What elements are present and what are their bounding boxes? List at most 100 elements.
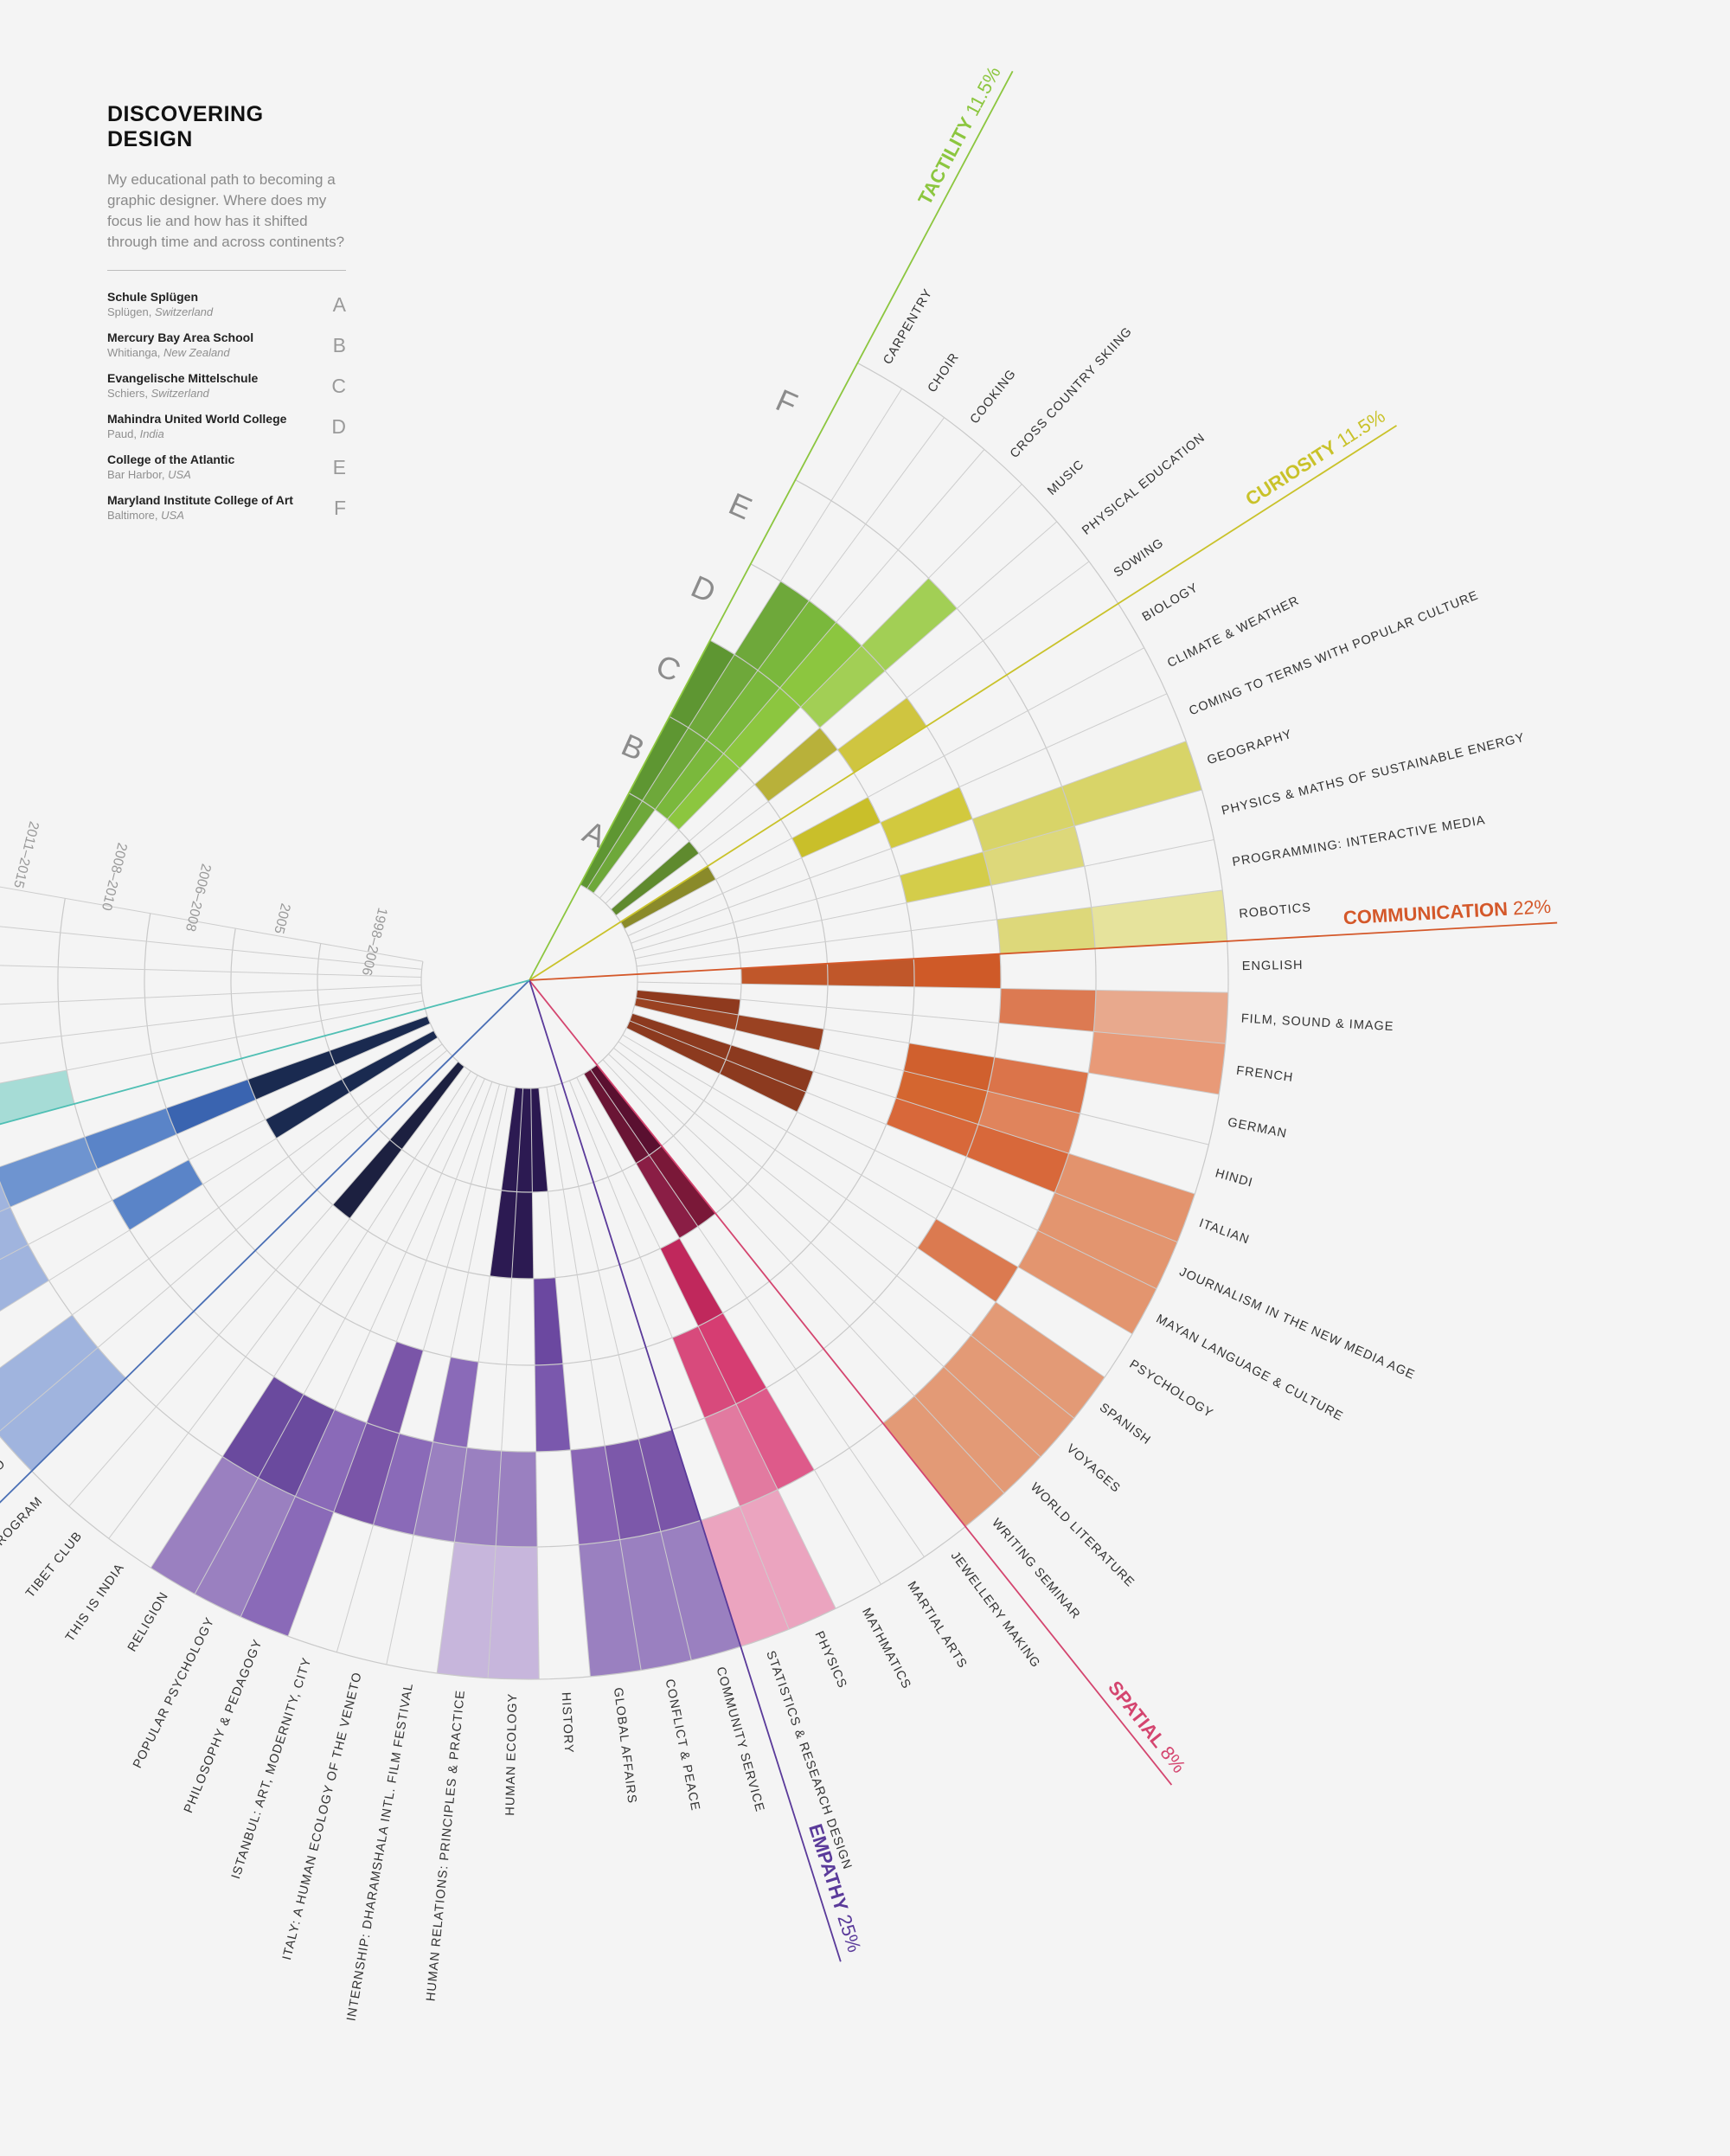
- category-label: SPATIAL 8%: [1104, 1677, 1190, 1777]
- grid-spoke: [487, 1088, 524, 1678]
- school-place: Paud, India: [107, 427, 346, 440]
- cell: [626, 1020, 806, 1113]
- cell: [265, 1030, 438, 1139]
- legend-divider: [107, 270, 346, 271]
- school-letter: B: [332, 334, 346, 356]
- grid-spoke: [0, 1049, 448, 1432]
- cell: [634, 998, 824, 1051]
- cell: [698, 1312, 767, 1404]
- subject-label: HUMAN RELATIONS: PRINCIPLES & PRACTICE: [424, 1689, 468, 2001]
- grid-spoke: [576, 1077, 836, 1609]
- grid-spoke: [68, 1061, 459, 1507]
- subject-label: PHYSICAL EDUCATION: [1080, 431, 1208, 538]
- grid-spoke: [633, 789, 1202, 952]
- subject-label: HISTORY: [559, 1692, 576, 1755]
- ring-period: 2006–2008: [183, 863, 214, 934]
- subject-label: GLOBAL AFFAIRS: [611, 1687, 639, 1805]
- grid-spoke: [636, 889, 1223, 967]
- subject-label: COMMUNITY SERVICE: [713, 1665, 766, 1814]
- cell: [971, 1301, 1105, 1419]
- school-item: Mahindra United World College Paud, Indi…: [107, 412, 346, 452]
- grid-arc: [420, 884, 638, 1089]
- cell: [413, 1441, 467, 1543]
- grid-spoke: [194, 1075, 478, 1595]
- school-place: Schiers, Switzerland: [107, 387, 346, 400]
- subject-label: SOWING: [1112, 536, 1167, 581]
- grid-spoke: [0, 965, 422, 979]
- subject-label: ITALIAN: [1197, 1216, 1252, 1248]
- cell: [800, 578, 958, 728]
- school-item: Maryland Institute College of Art Baltim…: [107, 493, 346, 534]
- cell: [195, 1478, 296, 1617]
- subject-label: FRENCH: [1235, 1064, 1294, 1085]
- cell: [672, 1325, 736, 1419]
- grid-spoke: [634, 1004, 1209, 1145]
- subject-label: CARPENTRY: [881, 286, 935, 367]
- grid-spoke: [0, 1000, 424, 1084]
- intro-text: My educational path to becoming a graphi…: [107, 171, 345, 250]
- grid-spoke: [150, 1070, 471, 1569]
- school-name: College of the Atlantic: [107, 452, 235, 466]
- cell: [490, 1087, 523, 1279]
- school-country: USA: [168, 468, 191, 481]
- grid-spoke: [554, 1085, 692, 1661]
- subject-label: HUMAN ECOLOGY: [503, 1693, 520, 1816]
- cell: [579, 1539, 642, 1677]
- grid-spoke: [625, 1027, 1157, 1290]
- category-name: COMMUNICATION: [1342, 897, 1513, 928]
- school-city: Schiers,: [107, 387, 151, 400]
- grid-spoke: [627, 693, 1168, 937]
- grid-spoke: [590, 1068, 925, 1557]
- cell: [735, 1388, 815, 1490]
- school-city: Splügen,: [107, 305, 155, 318]
- cell: [837, 697, 927, 773]
- category-divider: [529, 921, 1558, 981]
- school-item: College of the Atlantic Bar Harbor, USA …: [107, 452, 346, 493]
- category-label: CURIOSITY 11.5%: [1241, 405, 1388, 510]
- cell: [0, 1314, 99, 1431]
- category-divider: [529, 425, 1398, 981]
- grid-spoke: [618, 1041, 1105, 1378]
- school-place: Splügen, Switzerland: [107, 305, 346, 318]
- cell: [944, 1335, 1074, 1458]
- grid-spoke: [631, 741, 1187, 944]
- school-letter: F: [333, 497, 346, 519]
- grid-spoke: [586, 388, 902, 889]
- subject-label: COMING TO TERMS WITH POPULAR CULTURE: [1187, 588, 1480, 718]
- subject-label: PROGRAMMING: INTERACTIVE MEDIA: [1231, 813, 1486, 869]
- category-percent: 11.5%: [1333, 405, 1389, 452]
- cell: [0, 1207, 29, 1260]
- cell: [701, 1506, 790, 1647]
- cell: [112, 1159, 203, 1230]
- grid-spoke: [0, 1036, 439, 1312]
- cell: [373, 1433, 433, 1536]
- ring-period: 1998–2006: [359, 906, 390, 977]
- cell: [667, 622, 862, 831]
- cell: [655, 600, 836, 819]
- grid-spoke: [0, 1016, 428, 1168]
- cell: [649, 1145, 716, 1227]
- subject-label: RELIGION: [125, 1589, 171, 1654]
- school-name: Maryland Institute College of Art: [107, 493, 293, 507]
- cell: [620, 866, 716, 929]
- cell: [570, 1445, 620, 1545]
- school-letter: E: [332, 456, 346, 478]
- grid-spoke: [0, 1023, 431, 1212]
- cell: [660, 1520, 741, 1661]
- school-letter: C: [331, 375, 346, 397]
- subject-label: TIBET CLUB: [23, 1529, 85, 1601]
- category-percent: 11.5%: [961, 63, 1005, 119]
- cell: [333, 1341, 424, 1525]
- school-place: Baltimore, USA: [107, 509, 346, 522]
- grid-spoke: [0, 926, 422, 970]
- school-country: New Zealand: [163, 346, 230, 359]
- grid-spoke: [637, 989, 1226, 1044]
- school-place: Whitianga, New Zealand: [107, 346, 346, 359]
- school-letter: A: [332, 293, 346, 316]
- subject-label: THIS IS INDIA: [63, 1561, 127, 1644]
- cell: [590, 1064, 662, 1156]
- school-item: Mercury Bay Area School Whitianga, New Z…: [107, 330, 346, 371]
- cell: [917, 1218, 1018, 1302]
- category-divider: [529, 979, 1173, 1786]
- subject-label: ENGLISH: [1242, 959, 1304, 973]
